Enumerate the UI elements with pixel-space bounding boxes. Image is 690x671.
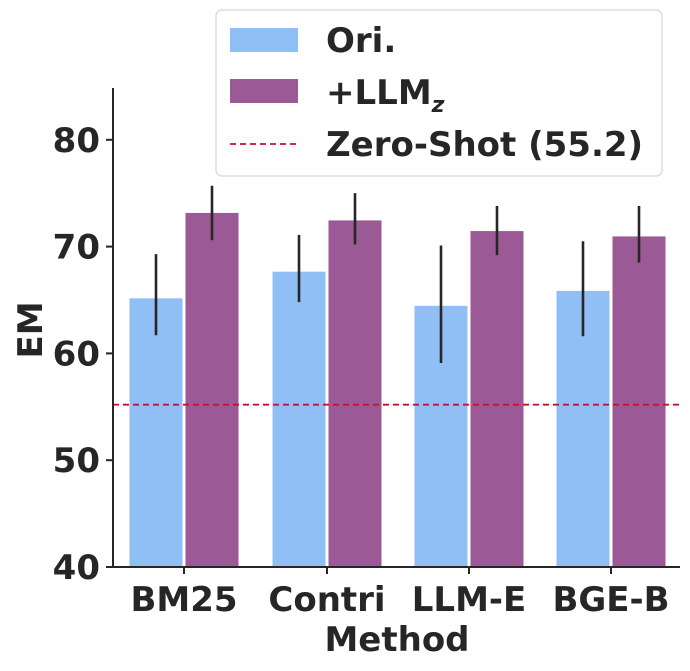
x-tick-label-bm25: BM25 [130,580,237,620]
legend-label-ori: Ori. [326,21,396,61]
x-tick-label-llm-e: LLM-E [412,580,527,620]
x-tick-label-contri: Contri [268,580,385,620]
bar-llm-bge-b [611,235,667,568]
bar-llm-contri [327,219,383,568]
y-ticks-layer: 40 50 60 70 80 [53,121,113,588]
y-tick-label-40: 40 [53,548,100,588]
bar-llm-llm-e [469,230,525,568]
y-axis-title: EM [11,301,51,358]
x-tick-label-bge-b: BGE-B [552,580,669,620]
legend-label-zero-shot: Zero-Shot (55.2) [326,125,643,165]
y-tick-label-50: 50 [53,441,100,481]
y-tick-label-70: 70 [53,228,100,268]
bars-layer [128,211,667,568]
x-axis-title: Method [324,620,469,660]
legend-frame [215,9,663,177]
bar-llm-bm25 [184,211,240,568]
legend-label-llm: +LLMz [326,73,445,118]
y-tick-label-60: 60 [53,334,100,374]
legend-label-llm-main: +LLM [326,73,432,113]
bar-ori-bm25 [128,297,184,568]
error-bars-layer [154,185,641,364]
bar-ori-contri [271,270,327,568]
legend-swatch-llm [230,79,298,103]
legend-swatch-ori [230,28,298,52]
bar-ori-bge-b [555,289,611,568]
legend: Ori. +LLMz Zero-Shot (55.2) [215,9,663,177]
y-tick-label-80: 80 [53,121,100,161]
legend-label-llm-subscript: z [431,93,445,118]
x-ticks-layer: BM25 Contri LLM-E BGE-B [130,567,670,620]
